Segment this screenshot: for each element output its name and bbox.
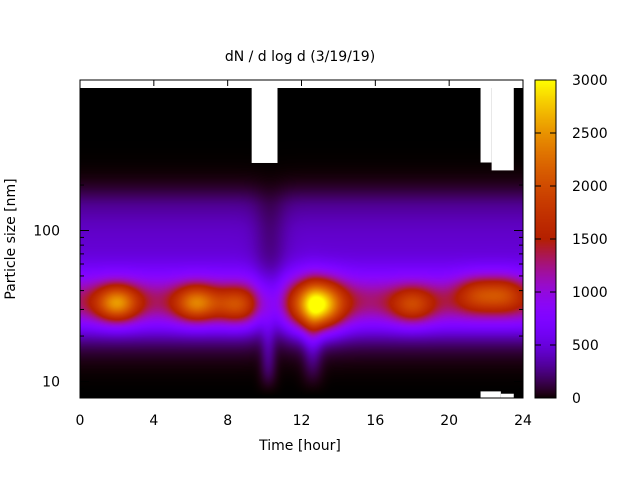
y-axis: 10 100 (33, 184, 523, 397)
x-tick-label: 0 (76, 413, 85, 429)
colorbar-tick-label: 500 (572, 338, 599, 354)
missing-data-patch (480, 391, 501, 398)
colorbar-tick-label: 2000 (572, 179, 608, 195)
y-tick-label: 10 (42, 375, 60, 391)
missing-data (251, 88, 514, 398)
colorbar-tick-label: 3000 (572, 73, 608, 89)
x-tick-label: 20 (440, 413, 458, 429)
colorbar-tick-label: 1000 (572, 285, 608, 301)
x-tick-label: 16 (366, 413, 384, 429)
x-tick-label: 4 (149, 413, 158, 429)
heatmap-image (80, 88, 523, 398)
chart-title: dN / d log d (3/19/19) (225, 49, 375, 65)
missing-data-patch (480, 88, 492, 163)
missing-data-patch (500, 393, 514, 398)
x-tick-label: 24 (514, 413, 532, 429)
x-tick-label: 12 (293, 413, 311, 429)
x-axis-label: Time [hour] (258, 438, 341, 454)
colorbar-tick-label: 0 (572, 391, 581, 407)
missing-data-patch (251, 88, 278, 163)
colorbar-tick-label: 2500 (572, 126, 608, 142)
plot-area (79, 79, 524, 399)
colorbar-gradient (535, 80, 556, 398)
colorbar: 0 500 1000 1500 2000 2500 3000 (534, 73, 608, 407)
x-tick-label: 8 (223, 413, 232, 429)
colorbar-ticks: 0 500 1000 1500 2000 2500 3000 (535, 73, 608, 407)
x-axis: 0 4 8 12 16 20 24 (76, 80, 532, 429)
y-tick-label: 100 (33, 224, 60, 240)
colorbar-tick-label: 1500 (572, 232, 608, 248)
missing-data-patch (491, 88, 514, 171)
y-axis-label: Particle size [nm] (3, 178, 19, 299)
